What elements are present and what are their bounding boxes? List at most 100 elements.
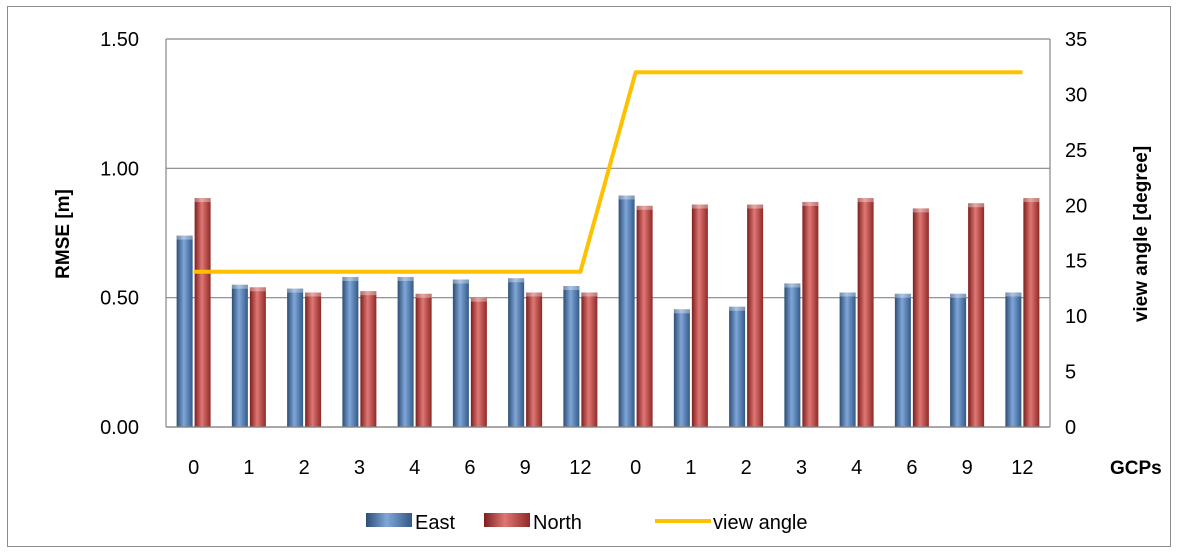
- bar-east: [839, 292, 856, 427]
- bar-north: [912, 208, 929, 427]
- bars: [176, 195, 1040, 427]
- y2-tick-label: 20: [1065, 195, 1087, 217]
- x-tick-label: 12: [1011, 457, 1033, 479]
- bar-east: [287, 288, 304, 427]
- bar-north: [470, 297, 487, 427]
- bar-highlight: [176, 235, 193, 240]
- bar-east: [1005, 292, 1022, 427]
- bar-north: [526, 292, 543, 427]
- legend-label-north: North: [533, 512, 582, 534]
- bar-highlight: [305, 292, 322, 297]
- bar-east: [397, 276, 414, 427]
- bar-highlight: [397, 276, 414, 281]
- y2-tick-label: 15: [1065, 251, 1087, 273]
- bar-highlight: [636, 205, 653, 210]
- bar-east: [784, 283, 801, 427]
- y2-tick-label: 10: [1065, 306, 1087, 328]
- y2-tick-label: 25: [1065, 140, 1087, 162]
- bar-north: [360, 291, 377, 427]
- bar-highlight: [194, 198, 211, 203]
- bar-highlight: [563, 286, 580, 291]
- bar-east: [508, 278, 525, 427]
- bar-north: [305, 292, 322, 427]
- bar-north: [194, 198, 211, 427]
- x-tick-label: 6: [906, 457, 917, 479]
- y2-tick-label: 30: [1065, 84, 1087, 106]
- bar-east: [673, 309, 690, 427]
- x-tick-label: 3: [796, 457, 807, 479]
- x-tick-label: 4: [851, 457, 862, 479]
- bar-east: [452, 279, 469, 427]
- bar-highlight: [894, 293, 911, 298]
- legend: East North view angle: [366, 512, 808, 534]
- axes: [165, 39, 1051, 428]
- x-tick-label: 4: [409, 457, 420, 479]
- bar-east: [950, 293, 967, 427]
- bar-highlight: [950, 293, 967, 298]
- x-tick-label: 12: [569, 457, 591, 479]
- y-tick-label: 1.00: [100, 158, 139, 180]
- bar-highlight: [452, 279, 469, 284]
- x-axis-title: GCPs: [1110, 458, 1162, 479]
- bar-highlight: [470, 297, 487, 302]
- line-layer: [193, 70, 1023, 274]
- bar-east: [231, 284, 248, 427]
- bar-highlight: [415, 293, 432, 298]
- bar-east: [618, 195, 635, 427]
- x-tick-label: 1: [685, 457, 696, 479]
- line-view-angle: [193, 70, 1023, 274]
- bar-east: [342, 276, 359, 427]
- bar-highlight: [231, 284, 248, 289]
- y2-tick-label: 5: [1065, 362, 1076, 384]
- bar-highlight: [526, 292, 543, 297]
- legend-swatch-east: [366, 513, 412, 527]
- x-tick-label: 9: [962, 457, 973, 479]
- y-tick-label: 0.50: [100, 288, 139, 310]
- bar-highlight: [673, 309, 690, 314]
- bar-highlight: [287, 288, 304, 293]
- bar-highlight: [342, 276, 359, 281]
- bar-east: [894, 293, 911, 427]
- bar-north: [968, 203, 985, 427]
- bar-highlight: [747, 204, 764, 209]
- bar-east: [563, 286, 580, 427]
- x-tick-label: 6: [464, 457, 475, 479]
- x-tick-label: 3: [354, 457, 365, 479]
- legend-swatch-north: [484, 513, 530, 527]
- y-tick-label: 1.50: [100, 29, 139, 51]
- bar-north: [415, 293, 432, 427]
- bar-east: [729, 306, 746, 427]
- y2-tick-label: 0: [1065, 417, 1076, 439]
- x-tick-label: 0: [630, 457, 641, 479]
- bar-highlight: [508, 278, 525, 283]
- y-axis-title: RMSE [m]: [53, 189, 74, 279]
- bar-highlight: [581, 292, 598, 297]
- bar-highlight: [857, 198, 874, 203]
- y-tick-label: 0.00: [100, 417, 139, 439]
- y2-tick-label: 35: [1065, 29, 1087, 51]
- bar-highlight: [1023, 198, 1040, 203]
- x-tick-label: 1: [243, 457, 254, 479]
- bar-north: [747, 204, 764, 427]
- bar-highlight: [691, 204, 708, 209]
- bar-highlight: [249, 287, 266, 292]
- bar-highlight: [802, 201, 819, 206]
- x-tick-label: 9: [520, 457, 531, 479]
- bar-north: [802, 201, 819, 427]
- bar-highlight: [729, 306, 746, 311]
- bar-highlight: [618, 195, 635, 200]
- x-tick-label: 2: [741, 457, 752, 479]
- y2-axis-title: view angle [degree]: [1131, 146, 1152, 322]
- bar-north: [636, 205, 653, 427]
- bar-highlight: [360, 291, 377, 296]
- bar-highlight: [968, 203, 985, 208]
- legend-label-view-angle: view angle: [713, 512, 808, 534]
- bar-highlight: [839, 292, 856, 297]
- bar-north: [249, 287, 266, 427]
- bar-north: [857, 198, 874, 427]
- bar-east: [176, 235, 193, 427]
- bar-highlight: [1005, 292, 1022, 297]
- bar-highlight: [784, 283, 801, 288]
